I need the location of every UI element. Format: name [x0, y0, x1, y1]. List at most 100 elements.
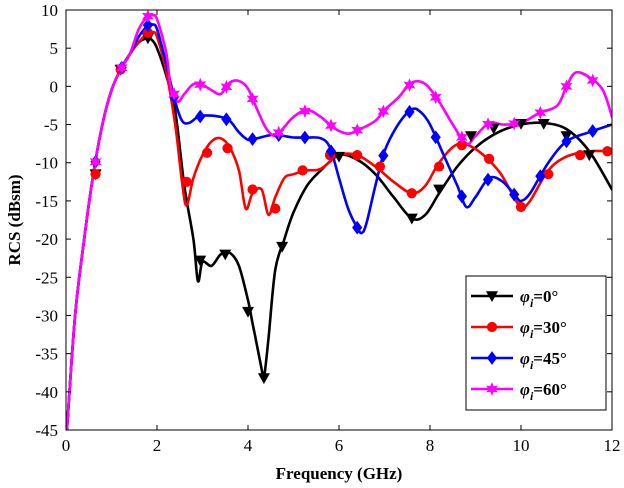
legend-marker-1 [486, 321, 498, 333]
series-2-marker [142, 18, 153, 33]
series-2-marker [378, 148, 389, 163]
x-tick-label: 2 [153, 436, 162, 455]
series-2-marker [535, 169, 546, 183]
series-3-marker [220, 79, 233, 94]
series-2-marker [195, 109, 206, 124]
series-3-marker [508, 116, 521, 131]
series-3-marker [325, 118, 337, 133]
legend-symbol-3: φ [520, 380, 530, 399]
series-3-marker [482, 117, 494, 131]
series-0-marker [333, 151, 345, 163]
series-1-marker [575, 149, 586, 161]
series-3-marker [455, 130, 468, 145]
series-0-marker [433, 184, 446, 196]
y-tick-label: -20 [35, 230, 58, 249]
legend-value-2: =45° [533, 349, 567, 368]
y-tick-label: -10 [35, 154, 58, 173]
series-0-marker [405, 213, 418, 225]
axis-layer: 0 2 4 6 8 10 12 10 5 0 -5 -10 -15 -20 -25 -30 -35 -40 -45 [35, 1, 620, 455]
series-2-marker [325, 144, 337, 159]
x-tick-label: 6 [335, 436, 344, 455]
legend-label-0: φi=0° [520, 287, 558, 310]
series-1-marker [374, 161, 386, 172]
legend-marker-2 [486, 351, 498, 365]
series-0-marker [242, 306, 254, 318]
series-line-2 [66, 22, 612, 430]
series-2-marker [404, 104, 415, 119]
legend: φi=0°φi=30°φi=45°φi=60° [465, 275, 607, 411]
plot-area [65, 9, 613, 431]
x-tick-label: 12 [604, 436, 621, 455]
x-axis-title: Frequency (GHz) [276, 464, 403, 483]
legend-symbol-1: φ [520, 318, 530, 337]
series-1-marker [456, 140, 467, 151]
series-1-marker [247, 184, 258, 195]
legend-label-2: φi=45° [520, 349, 567, 372]
series-1-marker [484, 153, 495, 165]
series-2-marker [561, 134, 572, 149]
series-3-marker [141, 9, 154, 23]
legend-symbol-0: φ [520, 287, 530, 306]
legend-value-0: =0° [533, 287, 558, 306]
series-2-marker [482, 172, 494, 187]
legend-value-1: =30° [533, 318, 567, 337]
legend-label-3: φi=60° [520, 380, 567, 403]
series-1-marker [90, 169, 101, 180]
legend-value-3: =60° [533, 380, 567, 399]
series-3-marker [298, 104, 311, 119]
series-0-marker [257, 373, 270, 385]
series-3-marker [89, 154, 102, 169]
series-0-marker [194, 255, 207, 267]
y-tick-label: 10 [41, 1, 58, 20]
y-tick-label: -30 [35, 306, 58, 325]
x-tick-label: 0 [62, 436, 71, 455]
marker-layer [89, 9, 613, 385]
series-2-marker [430, 130, 441, 145]
series-2-marker [247, 132, 258, 146]
x-tick-label: 4 [244, 436, 253, 455]
legend-marker-3 [486, 382, 498, 396]
series-2-marker [352, 220, 363, 235]
x-tick-label: 8 [426, 436, 435, 455]
y-tick-label: -45 [35, 421, 58, 440]
series-1-marker [297, 165, 308, 176]
series-2-marker [299, 130, 310, 145]
y-tick-label: -25 [35, 268, 58, 287]
series-0-marker [464, 131, 477, 142]
series-2-marker [509, 187, 520, 202]
legend-subscript-0: i [530, 296, 534, 310]
series-1-marker [201, 147, 213, 158]
series-3-marker [429, 90, 442, 105]
legend-symbol-2: φ [520, 349, 530, 368]
series-3-marker [246, 92, 259, 106]
series-1-marker [434, 161, 445, 172]
legend-label-1: φi=30° [520, 318, 567, 341]
series-0-marker [219, 249, 232, 261]
series-0-marker [276, 241, 289, 253]
series-3-marker [168, 87, 180, 101]
series-3-marker [351, 123, 364, 137]
y-tick-label: 5 [50, 39, 59, 58]
series-3-marker [194, 77, 207, 92]
y-tick-label: -5 [44, 116, 58, 135]
y-axis-title: RCS (dBsm) [5, 174, 24, 265]
legend-subscript-2: i [530, 358, 534, 372]
series-3-marker [560, 79, 573, 94]
series-1-marker [515, 201, 527, 213]
y-tick-label: -35 [35, 345, 58, 364]
legend-subscript-1: i [530, 327, 534, 341]
series-1-marker [406, 188, 417, 199]
y-tick-label: 0 [50, 77, 59, 96]
series-3-marker [115, 60, 128, 75]
series-3-marker [403, 78, 416, 92]
series-3-marker [377, 104, 390, 119]
series-2-marker [456, 189, 467, 204]
series-0-marker [583, 150, 596, 162]
series-1-marker [142, 27, 153, 39]
series-1-marker [602, 146, 613, 157]
x-tick-label: 10 [513, 436, 530, 455]
legend-marker-0 [486, 291, 498, 302]
series-3-marker [586, 73, 599, 88]
